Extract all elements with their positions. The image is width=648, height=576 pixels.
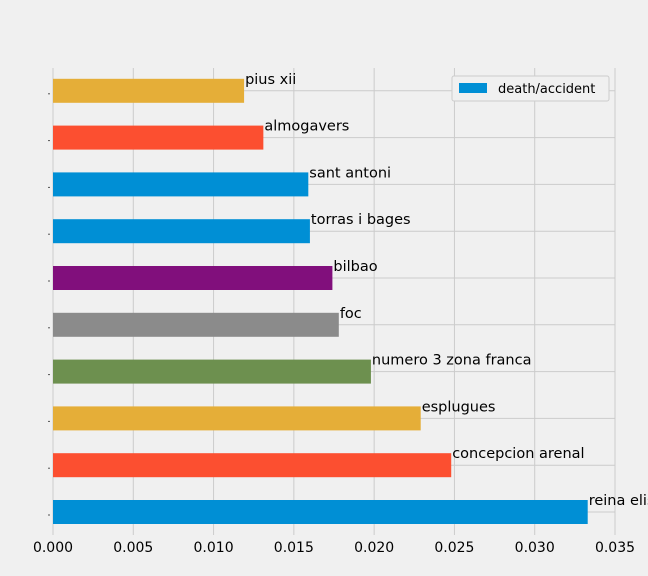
x-tick-label: 0.030 — [515, 540, 555, 556]
legend-swatch — [459, 83, 487, 93]
bar-label: pius xii — [245, 72, 296, 88]
bar — [53, 500, 588, 524]
bar — [53, 453, 452, 478]
legend-label: death/accident — [498, 82, 595, 97]
bar-labels: reina elisenda concepcion arenal esplugues… — [245, 72, 648, 509]
x-tick-label: 0.020 — [354, 540, 394, 556]
x-tick-label: 0.035 — [595, 540, 635, 556]
legend-box — [451, 75, 610, 102]
bar — [53, 172, 309, 197]
bar-label: sant antoni — [309, 165, 391, 181]
bar — [53, 125, 264, 150]
bar-label: reina elisenda — [589, 493, 648, 509]
bar-label: esplugues — [422, 399, 496, 415]
x-tick-label: 0.015 — [274, 540, 314, 556]
bar — [53, 78, 245, 103]
x-tick-label: 0.005 — [113, 540, 153, 556]
bar — [53, 219, 310, 244]
x-tick-label: 0.010 — [194, 540, 234, 556]
bar-label: concepcion arenal — [452, 446, 584, 462]
bar — [53, 359, 371, 384]
bar — [53, 266, 333, 290]
bars — [53, 78, 588, 524]
bar-label: foc — [340, 306, 362, 322]
bar — [53, 406, 421, 431]
bar-label: torras i bages — [311, 212, 411, 228]
bar-label: almogavers — [264, 119, 349, 135]
bar — [53, 312, 339, 337]
legend: death/accident — [451, 75, 610, 102]
bar-label: numero 3 zona franca — [372, 353, 532, 369]
x-tick-label: 0.000 — [33, 540, 73, 556]
x-tick-label: 0.025 — [434, 540, 474, 556]
bar-label: bilbao — [333, 259, 377, 275]
x-axis-ticks: 0.000 0.005 0.010 0.015 0.020 0.025 0.030 0.035 — [33, 540, 635, 556]
